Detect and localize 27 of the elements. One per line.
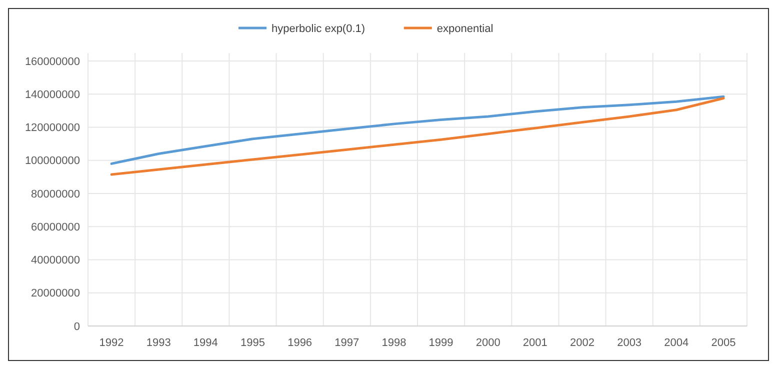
line-series xyxy=(110,97,725,176)
y-tick-label: 40000000 xyxy=(31,254,80,267)
x-tick-label: 1998 xyxy=(382,337,406,349)
x-tick-label: 1994 xyxy=(193,337,218,349)
legend-label: hyperbolic exp(0.1) xyxy=(272,22,366,35)
x-tick-label: 2005 xyxy=(711,337,736,349)
y-tick-label: 100000000 xyxy=(24,155,80,168)
y-tick-label: 140000000 xyxy=(24,88,80,101)
x-tick-label: 2000 xyxy=(476,337,500,349)
x-tick-label: 1995 xyxy=(240,337,265,349)
line-series xyxy=(110,95,725,165)
x-tick-label: 1999 xyxy=(428,337,454,349)
y-tick-label: 160000000 xyxy=(24,56,80,68)
x-tick-label: 2002 xyxy=(570,337,594,349)
x-tick-label: 1997 xyxy=(334,337,360,349)
x-tick-label: 2001 xyxy=(522,337,548,349)
y-tick-label: 120000000 xyxy=(24,122,80,134)
y-tick-label: 80000000 xyxy=(31,188,80,200)
x-tick-label: 1992 xyxy=(99,337,124,349)
x-tick-label: 2003 xyxy=(617,337,642,349)
legend-label: exponential xyxy=(436,22,494,35)
y-tick-label: 0 xyxy=(74,320,80,333)
y-tick-label: 20000000 xyxy=(31,288,80,300)
x-tick-label: 1993 xyxy=(146,337,171,349)
x-tick-label: 2004 xyxy=(664,337,689,349)
x-tick-label: 1996 xyxy=(288,337,312,349)
y-tick-label: 60000000 xyxy=(31,221,80,234)
